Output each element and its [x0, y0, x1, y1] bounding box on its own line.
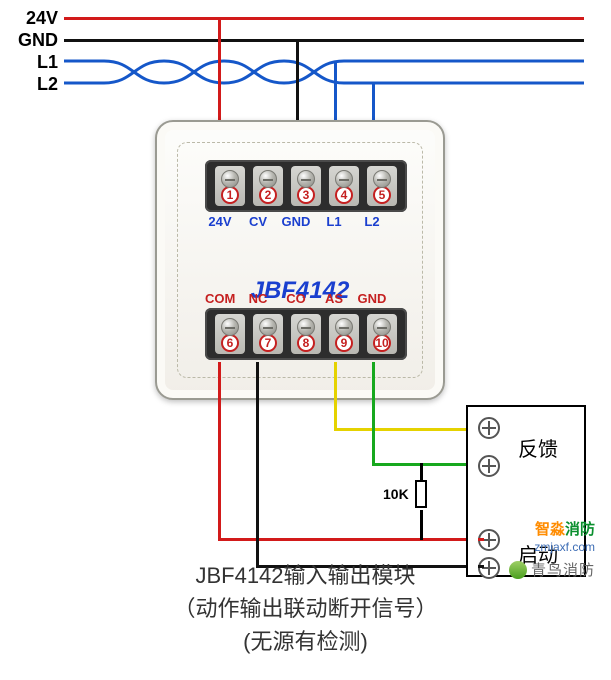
- bus-wire-gnd: [64, 39, 584, 42]
- caption-line3: (无源有检测): [0, 625, 611, 658]
- terminal-2: 2: [253, 166, 283, 206]
- screw-icon: [297, 318, 315, 336]
- top-terminal-labels: 24V CV GND L1 L2: [205, 214, 387, 229]
- wire-as-yellow-v: [334, 362, 337, 428]
- terminal-num: 9: [335, 334, 353, 352]
- screw-icon: [335, 318, 353, 336]
- resistor-b-lead-bot: [420, 510, 423, 540]
- connector-label-feedback: 反馈: [518, 433, 558, 462]
- terminal-8: 8: [291, 314, 321, 354]
- bottom-terminal-labels: COM NC CO AS GND: [205, 291, 387, 306]
- resistor-body-icon: [415, 480, 427, 508]
- wire-gnd-green-v: [372, 362, 375, 463]
- resistor-10k-b: 10K: [415, 480, 427, 508]
- screw-terminal-icon: [478, 455, 500, 477]
- terminal-num: 1: [221, 186, 239, 204]
- terminal-strip-top: 1 2 3 4 5: [205, 160, 407, 212]
- screw-icon: [297, 170, 315, 188]
- terminal-label: L2: [357, 214, 387, 229]
- terminal-num: 6: [221, 334, 239, 352]
- bus-label-gnd: GND: [8, 30, 58, 51]
- terminal-num: 10: [373, 334, 391, 352]
- terminal-1: 1: [215, 166, 245, 206]
- bus-wire-24v: [64, 17, 584, 20]
- screw-icon: [259, 318, 277, 336]
- terminal-9: 9: [329, 314, 359, 354]
- terminal-num: 7: [259, 334, 277, 352]
- logo-glyph-icon: [509, 561, 527, 579]
- terminal-label: L1: [319, 214, 349, 229]
- watermark-text: 智淼: [535, 521, 565, 538]
- terminal-num: 3: [297, 186, 315, 204]
- wire-nc-black-v: [256, 362, 259, 565]
- watermark-text: 消防: [565, 521, 595, 538]
- screw-icon: [335, 170, 353, 188]
- terminal-10: 10: [367, 314, 397, 354]
- terminal-6: 6: [215, 314, 245, 354]
- bus-wire-l1l2-twisted: [64, 55, 584, 89]
- terminal-num: 5: [373, 186, 391, 204]
- screw-icon: [221, 170, 239, 188]
- watermark-zhimiao: 智淼消防 zmjaxf.com: [534, 518, 595, 554]
- terminal-label: CV: [243, 214, 273, 229]
- terminal-label: 24V: [205, 214, 235, 229]
- terminal-strip-bottom: 6 7 8 9 10: [205, 308, 407, 360]
- module-jbf4142: 1 2 3 4 5 24V CV GND L1 L2 JBF4142 COM N…: [155, 120, 445, 400]
- caption-line2: （动作输出联动断开信号）: [0, 592, 611, 625]
- screw-icon: [373, 318, 391, 336]
- wire-as-yellow-h: [334, 428, 484, 431]
- terminal-label: GND: [281, 214, 311, 229]
- terminal-label: CO: [281, 291, 311, 306]
- watermark-qingniao: 青鸟消防: [509, 559, 595, 580]
- resistor-b-lead-top: [420, 463, 423, 482]
- connector-row-feedback-a: [478, 417, 500, 439]
- watermark-url: zmjaxf.com: [534, 540, 595, 554]
- terminal-num: 4: [335, 186, 353, 204]
- terminal-num: 8: [297, 334, 315, 352]
- terminal-num: 2: [259, 186, 277, 204]
- screw-icon: [221, 318, 239, 336]
- wire-com-red-v: [218, 362, 221, 538]
- terminal-label: COM: [205, 291, 235, 306]
- screw-icon: [373, 170, 391, 188]
- screw-icon: [259, 170, 277, 188]
- conn-stub-red: [478, 538, 484, 541]
- terminal-3: 3: [291, 166, 321, 206]
- terminal-5: 5: [367, 166, 397, 206]
- terminal-label: AS: [319, 291, 349, 306]
- connector-row-feedback-b: [478, 455, 500, 477]
- watermark-text: 青鸟消防: [531, 559, 595, 580]
- terminal-label: GND: [357, 291, 387, 306]
- bus-label-24v: 24V: [8, 8, 58, 29]
- terminal-label: NC: [243, 291, 273, 306]
- terminal-7: 7: [253, 314, 283, 354]
- wiring-diagram: { "bus": { "labels": ["24V","GND","L1","…: [0, 0, 611, 680]
- resistor-label: 10K: [383, 486, 409, 502]
- screw-terminal-icon: [478, 417, 500, 439]
- bus-label-l2: L2: [8, 74, 58, 95]
- terminal-4: 4: [329, 166, 359, 206]
- bus-label-l1: L1: [8, 52, 58, 73]
